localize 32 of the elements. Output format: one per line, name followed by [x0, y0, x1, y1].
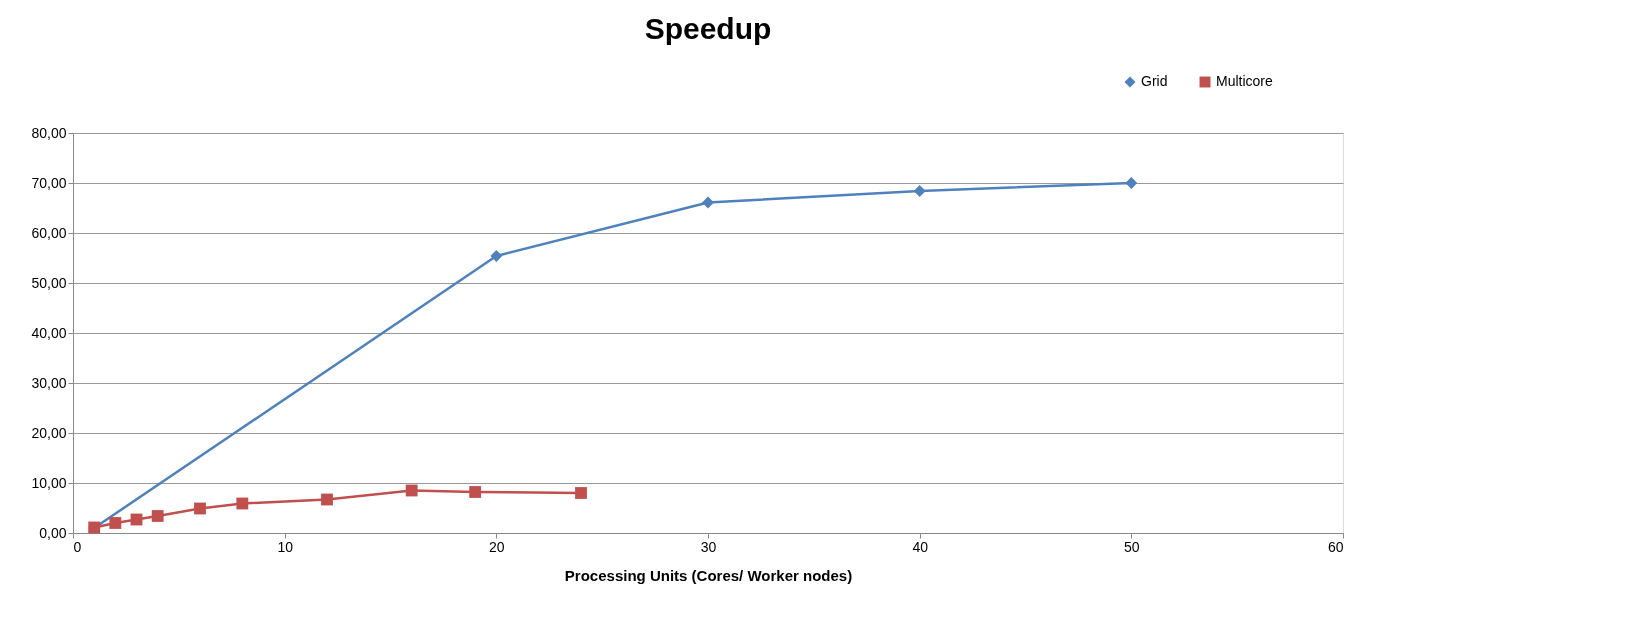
x-tick-label: 10 — [277, 538, 294, 555]
y-tick-label: 60,00 — [31, 224, 67, 241]
point — [1125, 177, 1138, 189]
point — [469, 486, 482, 498]
y-tick-label: 50,00 — [31, 274, 67, 291]
point — [405, 484, 418, 497]
x-tick-label: 0 — [73, 538, 82, 555]
point — [575, 487, 587, 499]
y-tick-label: 70,00 — [31, 174, 67, 191]
point — [321, 493, 333, 506]
y-tick-label: 40,00 — [31, 324, 67, 341]
point — [236, 497, 249, 510]
x-tick-label: 20 — [489, 538, 505, 555]
point — [151, 510, 164, 522]
x-axis-title: Processing Units (Cores/ Worker nodes) — [564, 566, 853, 584]
point — [913, 185, 926, 197]
point — [490, 250, 503, 262]
legend-label: Grid — [1141, 73, 1168, 89]
x-tick-label: 50 — [1124, 538, 1140, 555]
point — [194, 502, 206, 515]
point — [702, 196, 714, 209]
y-tick-label: 30,00 — [31, 374, 67, 391]
x-tick-label: 40 — [912, 538, 929, 555]
legend-label: Multicore — [1216, 73, 1274, 89]
x-tick-label: 60 — [1327, 538, 1344, 555]
point — [109, 517, 122, 529]
y-tick-label: 80,00 — [31, 124, 67, 141]
chart-title: Speedup — [644, 12, 772, 45]
y-tick-label: 10,00 — [31, 474, 67, 491]
y-tick-label: 0,00 — [39, 524, 67, 541]
y-tick-label: 20,00 — [31, 424, 67, 441]
x-tick-label: 30 — [700, 538, 717, 555]
